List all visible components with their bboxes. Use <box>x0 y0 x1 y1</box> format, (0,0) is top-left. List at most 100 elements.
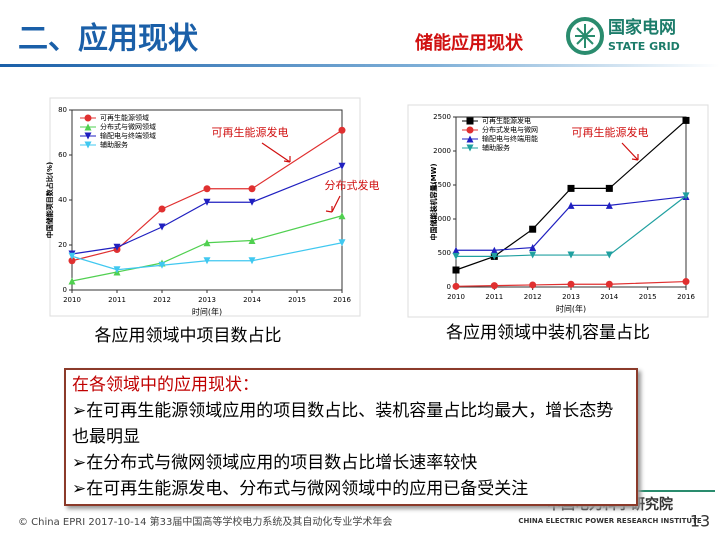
legend-marker <box>466 117 474 125</box>
summary-box: 在各领域中的应用现状： 在可再生能源领域应用的项目数占比、装机容量占比均最大，增… <box>64 368 638 506</box>
y-tick-label: 2000 <box>433 147 451 155</box>
data-point <box>203 198 211 206</box>
series-line <box>71 165 343 255</box>
series-line <box>71 215 343 282</box>
footer-text: © China EPRI 2017-10-14 第33届中国高等学校电力系统及其… <box>18 515 392 528</box>
data-point <box>682 192 690 200</box>
x-tick-label: 2014 <box>600 293 618 301</box>
data-point <box>158 223 166 231</box>
data-point <box>158 205 166 213</box>
bullet: 在可再生能源领域应用的项目数占比、装机容量占比均最大，增长态势也最明显 <box>72 398 630 450</box>
y-axis-label: 中国储能项目数占比(%) <box>45 162 54 238</box>
data-point <box>605 184 613 192</box>
chart-caption: 各应用领域中项目数占比 <box>95 326 282 346</box>
data-point <box>248 257 256 265</box>
data-point <box>248 185 256 193</box>
data-point <box>490 282 498 290</box>
data-point <box>113 243 121 251</box>
annotation: 可再生能源发电 <box>572 125 649 139</box>
legend-label: 输配电与终端领域 <box>100 131 156 140</box>
data-point <box>338 162 346 170</box>
data-point <box>567 184 575 192</box>
data-point <box>682 116 690 124</box>
data-point <box>338 126 346 134</box>
x-tick-label: 2011 <box>108 296 126 304</box>
x-tick-label: 2015 <box>288 296 306 304</box>
data-point <box>605 251 613 259</box>
data-point <box>338 212 346 220</box>
x-tick-label: 2014 <box>243 296 261 304</box>
data-point <box>203 185 211 193</box>
annotation-arrow <box>261 142 291 163</box>
legend-label: 可再生能源领域 <box>100 113 149 122</box>
data-point <box>248 237 256 244</box>
data-point <box>203 257 211 265</box>
x-tick-label: 2013 <box>198 296 216 304</box>
y-axis-label: 中国储能装机容量(MW) <box>429 163 438 240</box>
annotation: 分布式发电 <box>325 178 380 192</box>
legend-marker <box>466 126 474 134</box>
x-axis-label: 时间(年) <box>192 307 222 317</box>
series-line <box>455 119 687 271</box>
slide-title: 二、应用现状 <box>18 22 199 57</box>
legend-marker <box>466 144 474 152</box>
data-point <box>567 251 575 259</box>
data-point <box>490 252 498 260</box>
x-tick-label: 2010 <box>447 293 465 301</box>
y-tick-label: 40 <box>58 196 67 204</box>
y-tick-label: 80 <box>58 106 67 114</box>
legend-label: 辅助服务 <box>482 143 510 152</box>
annotation-arrow <box>325 195 341 213</box>
data-point <box>158 261 166 269</box>
legend-marker <box>84 123 92 131</box>
y-tick-label: 1000 <box>433 215 451 223</box>
legend-marker <box>466 135 474 143</box>
data-point <box>529 225 537 233</box>
data-point <box>529 244 537 252</box>
section-label: 储能应用现状 <box>414 32 524 54</box>
x-tick-label: 2011 <box>485 293 503 301</box>
chart-frame <box>407 104 709 318</box>
data-point <box>567 280 575 288</box>
legend-label: 可再生能源发电 <box>482 116 531 125</box>
logo-en: STATE GRID <box>608 40 680 53</box>
data-point <box>452 266 460 274</box>
data-point <box>529 251 537 259</box>
box-title: 在各领域中的应用现状： <box>72 375 259 395</box>
legend-label: 输配电与终端用能 <box>482 134 538 143</box>
x-tick-label: 2016 <box>333 296 351 304</box>
series-line <box>456 195 687 251</box>
x-tick-label: 2013 <box>562 293 580 301</box>
annotation-arrow <box>621 142 639 161</box>
data-point <box>338 239 346 247</box>
series-line <box>456 195 687 257</box>
logo-mark <box>575 24 595 48</box>
data-point <box>605 280 613 288</box>
series-line <box>455 280 687 287</box>
page-number: 13 <box>690 512 710 531</box>
data-point <box>68 257 76 265</box>
legend-marker <box>84 141 92 149</box>
data-point <box>113 266 121 274</box>
y-tick-label: 20 <box>58 241 67 249</box>
series-line <box>71 242 343 271</box>
data-point <box>567 201 575 209</box>
data-point <box>203 239 211 247</box>
legend-label: 辅助服务 <box>100 140 128 149</box>
data-point <box>68 277 76 285</box>
data-point <box>452 246 460 254</box>
bullet: 在分布式与微网领域应用的项目数占比增长速率较快 <box>72 450 630 476</box>
chart-frame <box>49 97 361 317</box>
y-tick-label: 0 <box>447 283 451 291</box>
x-tick-label: 2016 <box>677 293 695 301</box>
chart-caption: 各应用领域中装机容量占比 <box>446 323 650 343</box>
annotation: 可再生能源发电 <box>212 125 289 139</box>
x-tick-label: 2015 <box>639 293 657 301</box>
legend-marker <box>84 132 92 140</box>
bullet: 在可再生能源发电、分布式与微网领域中的应用已备受关注 <box>72 476 630 502</box>
logo-mark <box>566 17 604 55</box>
y-tick-label: 60 <box>58 151 67 159</box>
data-point <box>682 278 690 286</box>
